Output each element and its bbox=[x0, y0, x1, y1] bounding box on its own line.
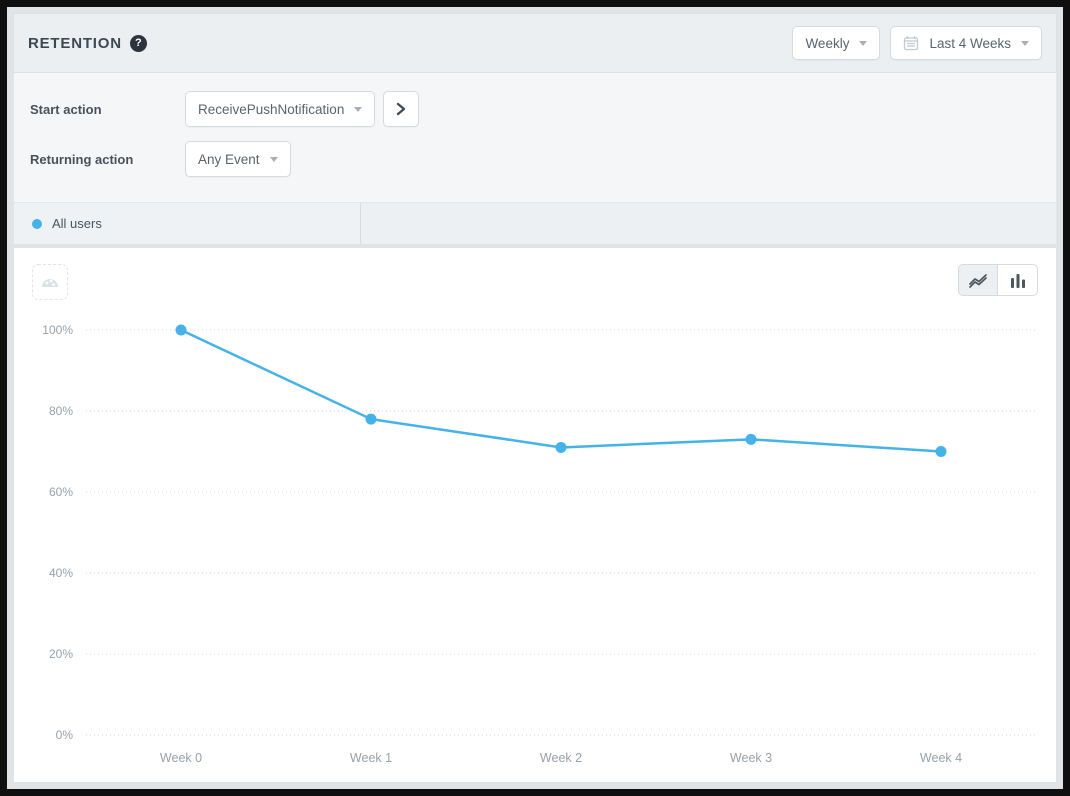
screenshot-frame: RETENTION ? Weekly Last bbox=[0, 0, 1070, 796]
date-range-dropdown-value: Last 4 Weeks bbox=[929, 36, 1011, 51]
bar-chart-icon bbox=[1009, 272, 1027, 289]
svg-text:40%: 40% bbox=[49, 566, 73, 580]
help-icon[interactable]: ? bbox=[130, 35, 147, 52]
returning-action-value: Any Event bbox=[198, 152, 260, 167]
segmentation-button[interactable] bbox=[32, 264, 68, 300]
series-dot-icon bbox=[32, 219, 42, 229]
chart-controls bbox=[14, 248, 1056, 300]
svg-text:Week 4: Week 4 bbox=[920, 751, 962, 765]
filter-panel: Start action ReceivePushNotification Ret… bbox=[13, 73, 1057, 203]
tab-row-empty-area bbox=[361, 203, 1056, 244]
granularity-dropdown-value: Weekly bbox=[805, 36, 849, 51]
app-surface: RETENTION ? Weekly Last bbox=[7, 7, 1063, 789]
tab-all-users[interactable]: All users bbox=[14, 203, 361, 244]
gauge-icon bbox=[40, 275, 60, 289]
svg-text:80%: 80% bbox=[49, 404, 73, 418]
start-action-label: Start action bbox=[30, 102, 185, 117]
chevron-down-icon bbox=[270, 157, 278, 162]
retention-line-chart[interactable]: 0% 20% 40% 60% 80% 100% Week 0 Week 1 Week 2 Week… bbox=[14, 306, 1056, 776]
start-action-dropdown[interactable]: ReceivePushNotification bbox=[185, 91, 375, 127]
page-title: RETENTION bbox=[28, 35, 122, 52]
segment-tab-row: All users bbox=[13, 203, 1057, 245]
chevron-down-icon bbox=[1021, 41, 1029, 46]
granularity-dropdown[interactable]: Weekly bbox=[792, 26, 880, 60]
svg-text:20%: 20% bbox=[49, 647, 73, 661]
bar-chart-button[interactable] bbox=[998, 264, 1038, 296]
returning-action-label: Returning action bbox=[30, 152, 185, 167]
tab-all-users-label: All users bbox=[52, 216, 102, 231]
start-action-value: ReceivePushNotification bbox=[198, 102, 344, 117]
svg-text:100%: 100% bbox=[42, 323, 73, 337]
line-chart-icon bbox=[968, 272, 988, 288]
returning-action-row: Returning action Any Event bbox=[30, 141, 1040, 177]
chevron-down-icon bbox=[354, 107, 362, 112]
chart-type-toggle bbox=[958, 264, 1038, 296]
svg-text:Week 1: Week 1 bbox=[350, 751, 392, 765]
svg-text:Week 0: Week 0 bbox=[160, 751, 202, 765]
svg-text:0%: 0% bbox=[56, 728, 74, 742]
report-header: RETENTION ? Weekly Last bbox=[13, 13, 1057, 73]
chart-panel: 0% 20% 40% 60% 80% 100% Week 0 Week 1 Week 2 Week… bbox=[13, 247, 1057, 783]
chevron-down-icon bbox=[859, 41, 867, 46]
expand-start-action-button[interactable] bbox=[383, 91, 419, 127]
calendar-icon bbox=[903, 35, 919, 51]
svg-text:Week 2: Week 2 bbox=[540, 751, 582, 765]
line-chart-button[interactable] bbox=[958, 264, 998, 296]
chevron-right-icon bbox=[395, 102, 407, 116]
returning-action-dropdown[interactable]: Any Event bbox=[185, 141, 291, 177]
svg-text:60%: 60% bbox=[49, 485, 73, 499]
date-range-dropdown[interactable]: Last 4 Weeks bbox=[890, 26, 1042, 60]
svg-text:Week 3: Week 3 bbox=[730, 751, 772, 765]
start-action-row: Start action ReceivePushNotification bbox=[30, 91, 1040, 127]
